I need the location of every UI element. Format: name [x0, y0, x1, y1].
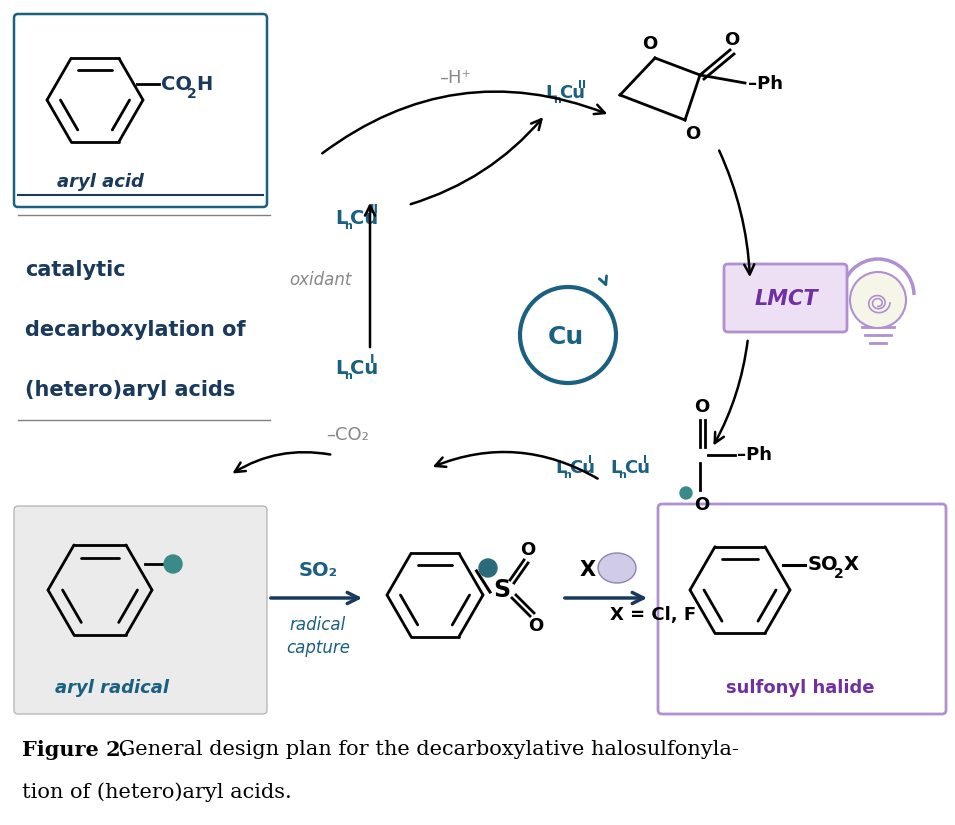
Text: Cu: Cu — [569, 459, 595, 477]
Text: H: H — [197, 74, 213, 93]
Text: I: I — [370, 353, 374, 366]
Text: –H⁺: –H⁺ — [439, 69, 471, 87]
Text: tion of (hetero)aryl acids.: tion of (hetero)aryl acids. — [22, 782, 291, 802]
Text: X: X — [843, 555, 859, 574]
Text: n: n — [344, 370, 351, 380]
Circle shape — [164, 555, 182, 573]
Text: SO₂: SO₂ — [298, 560, 337, 579]
Text: –Ph: –Ph — [748, 75, 783, 93]
Text: radical: radical — [290, 616, 346, 634]
Text: 2: 2 — [186, 87, 197, 101]
FancyBboxPatch shape — [14, 14, 267, 207]
Text: CO: CO — [160, 74, 192, 93]
FancyBboxPatch shape — [658, 504, 946, 714]
Text: Cu: Cu — [625, 459, 650, 477]
Text: L: L — [610, 459, 622, 477]
Text: Cu: Cu — [350, 359, 378, 378]
Text: O: O — [694, 398, 710, 416]
Text: n: n — [344, 221, 351, 231]
Text: O: O — [528, 617, 543, 635]
Text: X: X — [580, 560, 596, 580]
Text: catalytic: catalytic — [25, 260, 126, 280]
Text: S: S — [494, 578, 511, 602]
Text: n: n — [563, 470, 571, 480]
Text: 2: 2 — [835, 567, 844, 581]
Ellipse shape — [598, 553, 636, 583]
Text: aryl radical: aryl radical — [55, 679, 169, 697]
Text: n: n — [618, 470, 626, 480]
Text: aryl acid: aryl acid — [56, 173, 143, 191]
Text: I: I — [643, 455, 647, 465]
Circle shape — [680, 487, 692, 499]
Text: (hetero)aryl acids: (hetero)aryl acids — [25, 380, 235, 400]
Text: Cu: Cu — [350, 209, 378, 228]
Text: L: L — [335, 359, 348, 378]
FancyBboxPatch shape — [724, 264, 847, 332]
Text: L: L — [335, 209, 348, 228]
Text: LMCT: LMCT — [754, 289, 817, 309]
Text: L: L — [545, 84, 557, 102]
Text: I: I — [587, 455, 591, 465]
Circle shape — [520, 287, 616, 383]
Text: Figure 2.: Figure 2. — [22, 740, 128, 760]
Text: –Ph: –Ph — [737, 446, 772, 464]
Text: O: O — [686, 125, 701, 143]
Text: decarboxylation of: decarboxylation of — [25, 320, 245, 340]
Text: II: II — [578, 80, 585, 90]
Polygon shape — [676, 527, 700, 563]
Text: Cu: Cu — [548, 325, 584, 349]
Text: General design plan for the decarboxylative halosulfonyla-: General design plan for the decarboxylat… — [112, 740, 739, 759]
Text: X = Cl, F: X = Cl, F — [610, 606, 696, 624]
Text: oxidant: oxidant — [288, 271, 351, 289]
Text: sulfonyl halide: sulfonyl halide — [726, 679, 874, 697]
Text: –CO₂: –CO₂ — [327, 426, 370, 444]
FancyBboxPatch shape — [14, 506, 267, 714]
Text: L: L — [555, 459, 566, 477]
Text: O: O — [643, 35, 658, 53]
Text: SO: SO — [807, 555, 838, 574]
Text: n: n — [553, 95, 561, 105]
Circle shape — [850, 272, 906, 328]
Text: O: O — [694, 496, 710, 514]
Text: O: O — [725, 31, 739, 49]
Text: Cu: Cu — [560, 84, 585, 102]
Circle shape — [479, 559, 497, 577]
Text: II: II — [370, 203, 379, 216]
Text: capture: capture — [286, 639, 350, 657]
Text: O: O — [520, 541, 536, 559]
